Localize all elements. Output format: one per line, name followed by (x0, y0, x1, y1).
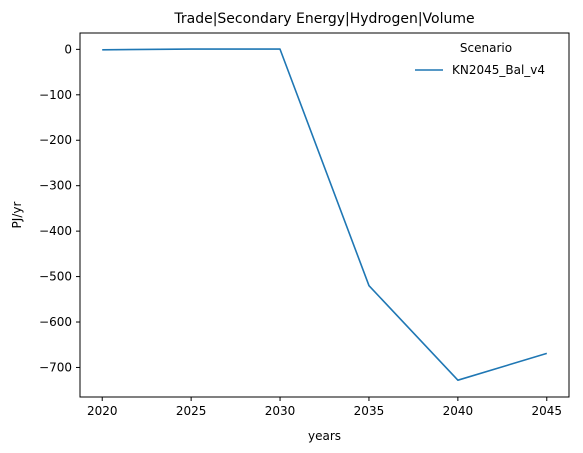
chart-legend: Scenario KN2045_Bal_v4 (415, 41, 545, 77)
x-tick-label: 2030 (265, 404, 296, 418)
y-tick-label: −700 (39, 360, 72, 374)
x-tick-label: 2025 (176, 404, 207, 418)
y-tick-label: −600 (39, 315, 72, 329)
y-tick-label: −500 (39, 270, 72, 284)
chart-title: Trade|Secondary Energy|Hydrogen|Volume (173, 11, 474, 27)
series-layer (102, 48, 548, 382)
series-line (102, 48, 548, 382)
plot-frame (79, 32, 570, 398)
x-tick-label: 2040 (443, 404, 474, 418)
plot-axes: 2020 2025 2030 2035 2040 2045 0 −100 −200 −300 −40… (39, 32, 570, 418)
legend-title: Scenario (460, 41, 512, 55)
y-tick-label: −300 (39, 179, 72, 193)
legend-label: KN2045_Bal_v4 (452, 63, 545, 77)
y-tick-label: 0 (64, 42, 72, 56)
y-tick-label: −200 (39, 133, 72, 147)
y-axis-label: PJ/yr (10, 202, 24, 229)
x-tick-label: 2045 (531, 404, 562, 418)
x-tick-label: 2020 (87, 404, 118, 418)
y-tick-label: −100 (39, 88, 72, 102)
x-axis-label: years (308, 429, 341, 443)
y-tick-label: −400 (39, 224, 72, 238)
x-tick-label: 2035 (354, 404, 385, 418)
